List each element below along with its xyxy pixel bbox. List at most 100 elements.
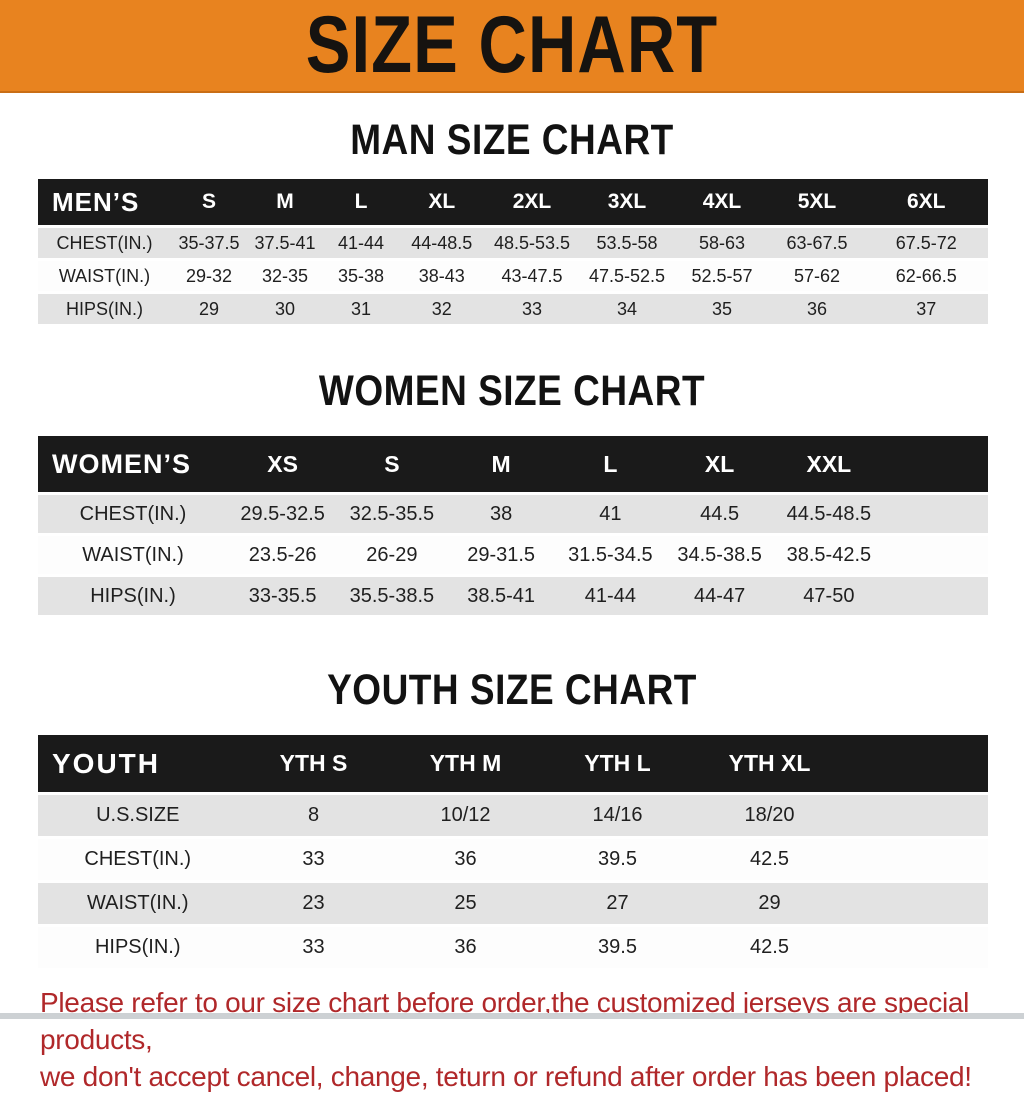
disclaimer-line-2: we don't accept cancel, change, teturn o… <box>40 1061 972 1092</box>
size-value-cell: 31.5-34.5 <box>555 533 665 576</box>
size-value-cell: 36 <box>389 836 542 882</box>
size-value-cell: 27 <box>541 880 694 926</box>
table-header-row: YOUTH YTH S YTH M YTH L YTH XL <box>38 735 988 794</box>
spacer-cell <box>845 924 988 968</box>
column-header: XL <box>428 190 456 213</box>
column-header: XXL <box>806 450 852 477</box>
size-value-cell: 34 <box>579 291 675 324</box>
women-section-heading: WOMEN SIZE CHART <box>318 366 706 414</box>
table-row: CHEST(IN.) 35-37.5 37.5-41 41-44 44-48.5 48.5… <box>38 225 988 260</box>
spacer-cell <box>845 792 988 838</box>
column-header: YTH L <box>584 750 651 776</box>
size-value-cell: 62-66.5 <box>864 258 988 293</box>
size-value-cell: 32-35 <box>247 258 323 293</box>
row-label: U.S.SIZE <box>38 792 238 838</box>
size-value-cell: 47.5-52.5 <box>579 258 675 293</box>
bottom-bar <box>0 1013 1024 1019</box>
column-header: YTH M <box>429 750 502 776</box>
row-label: WAIST(IN.) <box>38 533 228 576</box>
size-value-cell: 37.5-41 <box>247 225 323 260</box>
size-value-cell: 38.5-42.5 <box>774 533 884 576</box>
size-value-cell: 29 <box>171 291 247 324</box>
size-value-cell: 42.5 <box>693 924 846 968</box>
size-value-cell: 23 <box>237 880 390 926</box>
row-label: HIPS(IN.) <box>38 574 228 615</box>
column-header: 6XL <box>906 190 946 213</box>
column-header: M <box>491 450 511 477</box>
size-value-cell: 10/12 <box>389 792 542 838</box>
table-row: WAIST(IN.) 29-32 32-35 35-38 38-43 43-47.5 47.… <box>38 258 988 293</box>
size-value-cell: 63-67.5 <box>769 225 865 260</box>
size-value-cell: 57-62 <box>769 258 865 293</box>
youth-size-table: YOUTH YTH S YTH M YTH L YTH XL U.S.SIZE 8 10/12… <box>38 735 988 968</box>
size-value-cell: 47-50 <box>774 574 884 615</box>
size-value-cell: 31 <box>323 291 399 324</box>
size-value-cell: 32 <box>399 291 485 324</box>
size-value-cell: 41-44 <box>323 225 399 260</box>
size-value-cell: 44-48.5 <box>399 225 485 260</box>
men-size-table: MEN’S S M L XL 2XL 3XL 4XL 5XL 6XL CHEST(IN.) 35-37… <box>38 179 988 324</box>
size-value-cell: 38.5-41 <box>446 574 556 615</box>
column-header: M <box>276 190 294 213</box>
size-value-cell: 44.5-48.5 <box>774 492 884 535</box>
column-header: S <box>384 450 400 477</box>
size-value-cell: 39.5 <box>541 924 694 968</box>
size-value-cell: 58-63 <box>674 225 770 260</box>
spacer-cell <box>846 735 989 794</box>
spacer-cell <box>883 492 988 535</box>
size-value-cell: 42.5 <box>693 836 846 882</box>
column-header: 4XL <box>702 190 742 213</box>
column-header: L <box>354 190 368 213</box>
row-label: WAIST(IN.) <box>38 258 171 293</box>
size-value-cell: 33 <box>237 836 390 882</box>
size-value-cell: 14/16 <box>541 792 694 838</box>
size-value-cell: 36 <box>769 291 865 324</box>
row-label: WAIST(IN.) <box>38 880 238 926</box>
size-value-cell: 25 <box>389 880 542 926</box>
size-value-cell: 52.5-57 <box>674 258 770 293</box>
table-group-label: WOMEN’S <box>52 448 191 479</box>
row-label: CHEST(IN.) <box>38 225 171 260</box>
column-header: XL <box>704 450 735 477</box>
size-value-cell: 35.5-38.5 <box>337 574 447 615</box>
size-value-cell: 33-35.5 <box>228 574 338 615</box>
table-row: WAIST(IN.) 23.5-26 26-29 29-31.5 31.5-34.5 34… <box>38 533 988 576</box>
spacer-cell <box>845 880 988 926</box>
size-value-cell: 23.5-26 <box>228 533 338 576</box>
size-value-cell: 34.5-38.5 <box>665 533 775 576</box>
size-value-cell: 38 <box>446 492 556 535</box>
table-header-row: MEN’S S M L XL 2XL 3XL 4XL 5XL 6XL <box>38 179 988 227</box>
women-size-table: WOMEN’S XS S M L XL XXL CHEST(IN.) 29.5-32.5 32.5… <box>38 436 988 615</box>
table-row: HIPS(IN.) 33-35.5 35.5-38.5 38.5-41 41-44 44-… <box>38 574 988 615</box>
column-header: 5XL <box>797 190 837 213</box>
size-value-cell: 35-37.5 <box>171 225 247 260</box>
column-header: YTH XL <box>728 750 811 776</box>
size-value-cell: 53.5-58 <box>579 225 675 260</box>
table-row: U.S.SIZE 8 10/12 14/16 18/20 <box>38 792 988 838</box>
size-value-cell: 67.5-72 <box>864 225 988 260</box>
size-value-cell: 37 <box>864 291 988 324</box>
size-value-cell: 33 <box>484 291 580 324</box>
spacer-cell <box>845 836 988 882</box>
column-header: S <box>201 190 216 213</box>
row-label: HIPS(IN.) <box>38 291 171 324</box>
table-row: WAIST(IN.) 23 25 27 29 <box>38 880 988 926</box>
size-value-cell: 36 <box>389 924 542 968</box>
table-row: CHEST(IN.) 33 36 39.5 42.5 <box>38 836 988 882</box>
size-value-cell: 48.5-53.5 <box>484 225 580 260</box>
size-value-cell: 41 <box>555 492 665 535</box>
disclaimer-line-1: Please refer to our size chart before or… <box>40 987 970 1055</box>
size-value-cell: 35-38 <box>323 258 399 293</box>
table-row: HIPS(IN.) 33 36 39.5 42.5 <box>38 924 988 968</box>
row-label: CHEST(IN.) <box>38 836 238 882</box>
column-header: L <box>603 450 618 477</box>
page-title: SIZE CHART <box>305 0 719 91</box>
size-value-cell: 35 <box>674 291 770 324</box>
column-header: 2XL <box>512 190 552 213</box>
table-header-row: WOMEN’S XS S M L XL XXL <box>38 436 988 494</box>
youth-section-heading: YOUTH SIZE CHART <box>327 665 697 713</box>
size-value-cell: 33 <box>237 924 390 968</box>
spacer-cell <box>883 574 988 615</box>
table-row: HIPS(IN.) 29 30 31 32 33 34 35 36 37 <box>38 291 988 324</box>
size-value-cell: 8 <box>237 792 390 838</box>
